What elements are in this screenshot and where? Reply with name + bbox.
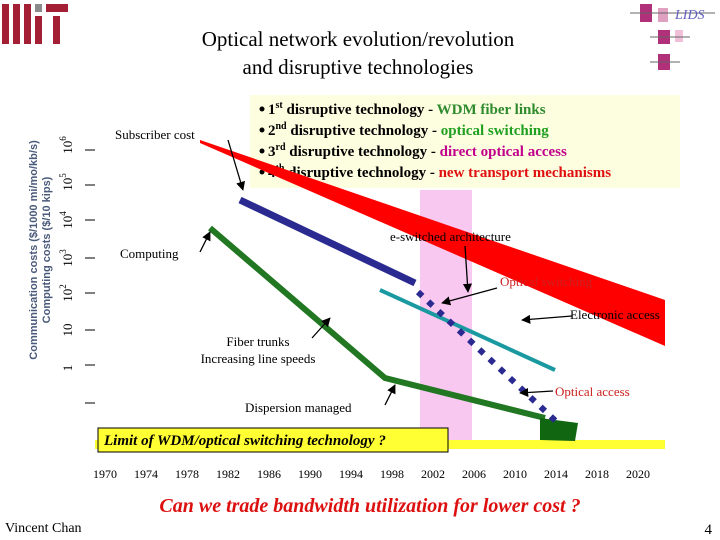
fiber-end [540, 418, 578, 441]
tick-exp: 5 [58, 173, 68, 178]
bullet-highlight: new transport mechanisms [439, 165, 612, 181]
x-tick-label: 1970 [93, 467, 117, 481]
optical-curve [415, 289, 563, 428]
bullet-number: 3 [268, 144, 276, 160]
tick-exp: 6 [58, 136, 68, 141]
lids-logo: LIDS [630, 4, 715, 70]
x-tick-label: 2020 [626, 467, 650, 481]
x-tick-label: 1986 [257, 467, 281, 481]
y-tick-label: 1 [60, 365, 75, 372]
bullet-dot [259, 148, 265, 154]
bullet-list: 1st disruptive technology - WDM fiber li… [259, 100, 611, 181]
tick-base: 10 [60, 216, 75, 229]
bullet-text: 3rd disruptive technology - direct optic… [268, 142, 567, 160]
bullet-highlight: optical switching [441, 123, 549, 139]
bullet-text: 4th disruptive technology - new transpor… [268, 163, 611, 181]
x-tick-label: 2018 [585, 467, 609, 481]
page-number: 4 [705, 522, 713, 538]
y-tick-label: 106 [58, 136, 75, 154]
y-axis-label: Communication costs ($/1000 mi/mo/kb/s) [28, 140, 40, 360]
tick-base: 1 [60, 365, 75, 372]
bullet-text: 1st disruptive technology - WDM fiber li… [268, 100, 546, 118]
tick-exp: 4 [58, 211, 68, 216]
annotation: Subscriber cost [115, 127, 195, 142]
tick-base: 10 [60, 254, 75, 267]
arrows [199, 139, 573, 406]
tick-base: 10 [60, 289, 75, 302]
bullet-sup: st [276, 100, 284, 111]
x-tick-label: 2006 [462, 467, 486, 481]
bullet-number: 1 [268, 102, 276, 118]
y-tick-label: 103 [58, 249, 75, 267]
electronic-curve [379, 288, 556, 372]
bullet-sup: nd [276, 121, 288, 132]
bullet-number: 2 [268, 123, 276, 139]
logo-text: LIDS [674, 8, 705, 23]
annotation: Computing [120, 246, 179, 261]
author: Vincent Chan [5, 521, 82, 536]
tick-base: 10 [60, 324, 75, 337]
annotation: Fiber trunks [226, 334, 289, 349]
bullet-sup: rd [276, 142, 286, 153]
limit-label: Limit of WDM/optical switching technolog… [103, 433, 386, 449]
x-tick-label: 1982 [216, 467, 240, 481]
annotation: Electronic access [570, 307, 660, 322]
wdm-wedge [200, 140, 665, 346]
x-tick-label: 1978 [175, 467, 199, 481]
title: and disruptive technologies [243, 55, 474, 79]
x-tick-label: 1974 [134, 467, 158, 481]
x-tick-label: 1994 [339, 467, 363, 481]
y-ticks [85, 149, 95, 404]
bullet-body: disruptive technology - [284, 165, 438, 181]
y-tick-label: 102 [58, 284, 75, 302]
subscriber-curve [238, 196, 417, 287]
y-tick-label: 104 [58, 211, 75, 229]
x-tick-label: 1998 [380, 467, 404, 481]
bullet-highlight: WDM fiber links [437, 102, 546, 118]
bullet-text: 2nd disruptive technology - optical swit… [268, 121, 549, 139]
tick-exp: 2 [58, 284, 68, 289]
mit-logo [2, 4, 68, 44]
bullet-dot [259, 127, 265, 133]
x-tick-label: 2010 [503, 467, 527, 481]
annotation: Optical access [555, 384, 630, 399]
fiber-curve [208, 225, 546, 421]
bullet-box [250, 95, 680, 188]
x-tick-label: 2002 [421, 467, 445, 481]
tick-base: 10 [60, 178, 75, 191]
limit-box [97, 427, 449, 453]
annotation: Optical switching [500, 274, 593, 289]
annotation: e-switched architecture [390, 229, 511, 244]
x-tick-label: 1990 [298, 467, 322, 481]
bullet-dot [259, 106, 265, 112]
bullet-highlight: direct optical access [440, 144, 567, 160]
annotation: Dispersion managed [245, 400, 352, 415]
bullet-body: disruptive technology - [286, 144, 440, 160]
y-tick-label: 10 [60, 324, 75, 337]
bullet-dot [259, 169, 265, 175]
tick-base: 10 [60, 141, 75, 154]
y-axis-label: Computing costs ($/10 kips) [41, 176, 53, 323]
bullet-body: disruptive technology - [287, 123, 441, 139]
x-tick-label: 2014 [544, 467, 568, 481]
tick-exp: 3 [58, 249, 68, 254]
y-tick-label: 105 [58, 173, 75, 191]
question: Can we trade bandwidth utilization for l… [159, 495, 580, 517]
bullet-body: disruptive technology - [283, 102, 437, 118]
title: Optical network evolution/revolution [202, 27, 515, 51]
annotation: Increasing line speeds [201, 351, 316, 366]
